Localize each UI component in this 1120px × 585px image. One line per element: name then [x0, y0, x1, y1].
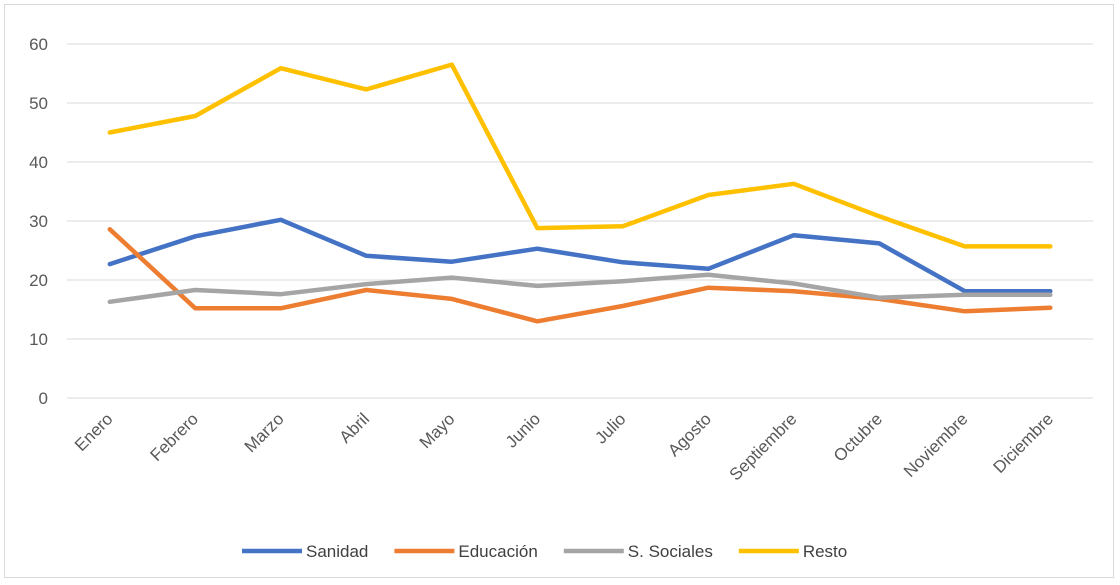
x-tick-label: Febrero [147, 409, 203, 465]
x-tick-label: Noviembre [900, 409, 972, 481]
y-tick-label: 0 [39, 389, 48, 408]
series-lines [107, 62, 1053, 324]
y-tick-label: 40 [29, 153, 48, 172]
series-line-resto [107, 62, 1053, 249]
y-tick-label: 30 [29, 212, 48, 231]
x-tick-label: Abril [336, 409, 373, 446]
y-tick-label: 10 [29, 330, 48, 349]
y-tick-label: 60 [29, 35, 48, 54]
legend: Sanidad Educación S. Sociales Resto [242, 542, 847, 561]
x-tick-label: Enero [71, 409, 117, 455]
y-tick-label: 20 [29, 271, 48, 290]
legend-label-educacion: Educación [458, 542, 537, 561]
x-tick-label: Agosto [664, 409, 715, 460]
y-axis-ticks: 0 10 20 30 40 50 60 [29, 35, 48, 408]
x-tick-label: Junio [502, 409, 544, 451]
x-tick-label: Octubre [830, 409, 886, 465]
gridlines [67, 43, 1093, 399]
legend-label-sanidad: Sanidad [306, 542, 368, 561]
series-line-educacion [107, 227, 1053, 324]
legend-label-resto: Resto [803, 542, 847, 561]
y-tick-label: 50 [29, 94, 48, 113]
x-tick-label: Mayo [416, 409, 459, 452]
series-line-sanidad [107, 217, 1053, 294]
x-tick-label: Septiembre [726, 409, 801, 484]
x-tick-label: Diciembre [990, 409, 1058, 477]
legend-label-s-sociales: S. Sociales [628, 542, 713, 561]
series-line-s-sociales [107, 272, 1053, 305]
x-tick-label: Marzo [241, 409, 288, 456]
x-axis-ticks: Enero Febrero Marzo Abril Mayo Junio Julio Agos… [71, 409, 1057, 484]
x-tick-label: Julio [591, 409, 629, 447]
